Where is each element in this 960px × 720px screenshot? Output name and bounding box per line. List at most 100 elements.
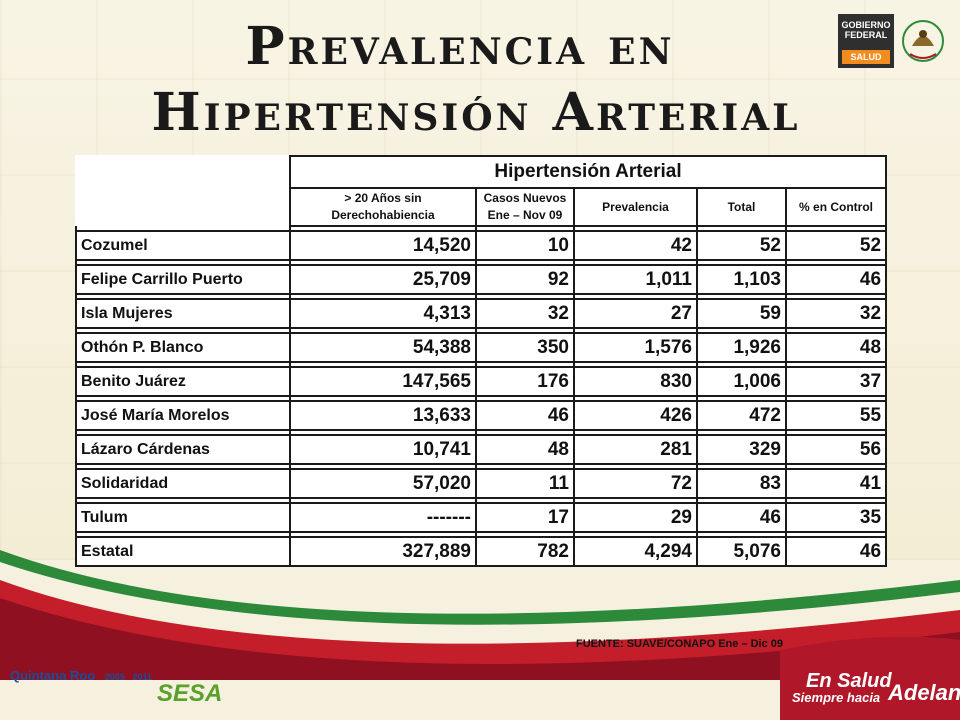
table-cell: 46 <box>475 400 575 431</box>
separator-cell <box>696 396 787 401</box>
table-cell: 48 <box>475 434 575 465</box>
quintana-roo-year-end: 2011 <box>132 672 153 682</box>
separator-cell <box>475 226 575 231</box>
separator-cell <box>573 498 698 503</box>
separator-cell <box>289 430 477 435</box>
separator-cell <box>696 260 787 265</box>
table-cell: 27 <box>573 298 698 329</box>
table-cell: 13,633 <box>289 400 477 431</box>
table-row: Lázaro Cárdenas 10,741 48 281 329 56 <box>75 434 888 465</box>
separator-cell <box>475 498 575 503</box>
en-salud-adelante-logo: En Salud Siempre hacia Adelante <box>788 664 960 714</box>
row-separator <box>75 464 888 469</box>
table-cell: 10 <box>475 230 575 261</box>
column-header: % en Control <box>784 187 888 227</box>
separator-cell <box>784 498 888 503</box>
separator-cell <box>573 226 698 231</box>
row-label: José María Morelos <box>75 400 291 431</box>
separator-cell <box>475 430 575 435</box>
table-cell: 17 <box>475 502 575 533</box>
table-cell: 59 <box>696 298 787 329</box>
table-cell: 281 <box>573 434 698 465</box>
table-cell: 11 <box>475 468 575 499</box>
separator-cell <box>75 260 291 265</box>
separator-cell <box>696 430 787 435</box>
logo-text-federal: FEDERAL <box>844 30 888 40</box>
row-separator <box>75 498 888 503</box>
separator-cell <box>784 226 888 231</box>
separator-cell <box>475 362 575 367</box>
separator-cell <box>289 396 477 401</box>
table-cell: 35 <box>784 502 888 533</box>
quintana-roo-logo: Quintana Roo 2005 2011 <box>10 668 152 683</box>
table-cell: 830 <box>573 366 698 397</box>
separator-cell <box>696 464 787 469</box>
separator-cell <box>696 362 787 367</box>
row-label: Isla Mujeres <box>75 298 291 329</box>
separator-cell <box>784 362 888 367</box>
table-corner-blank-2 <box>76 188 290 226</box>
table-cell: 56 <box>784 434 888 465</box>
mexican-eagle-icon <box>902 20 944 62</box>
separator-cell <box>475 328 575 333</box>
table-cell: 55 <box>784 400 888 431</box>
table-cell: 32 <box>784 298 888 329</box>
column-header: > 20 Años sin Derechohabiencia <box>289 187 477 227</box>
row-label: Solidaridad <box>75 468 291 499</box>
separator-cell <box>573 260 698 265</box>
table-cell: 72 <box>573 468 698 499</box>
hypertension-table: Hipertensión Arterial > 20 Años sin Dere… <box>75 155 888 567</box>
separator-cell <box>75 464 291 469</box>
separator-cell <box>573 362 698 367</box>
separator-cell <box>475 532 575 537</box>
separator-cell <box>289 226 477 231</box>
table-cell: 5,076 <box>696 536 787 567</box>
separator-cell <box>573 328 698 333</box>
table-cell: 46 <box>784 536 888 567</box>
quintana-roo-year-start: 2005 <box>104 672 125 682</box>
table-cell: 92 <box>475 264 575 295</box>
logo-text-siempre-hacia: Siempre hacia <box>792 690 881 705</box>
table-row: Benito Juárez 147,565 176 830 1,006 37 <box>75 366 888 397</box>
table-cell: 48 <box>784 332 888 363</box>
table-cell: 350 <box>475 332 575 363</box>
table-row: José María Morelos 13,633 46 426 472 55 <box>75 400 888 431</box>
table-cell: 782 <box>475 536 575 567</box>
separator-cell <box>696 532 787 537</box>
logo-text-en-salud: En Salud <box>806 670 892 692</box>
separator-cell <box>289 532 477 537</box>
row-separator <box>75 532 888 537</box>
table-title: Hipertensión Arterial <box>288 155 888 189</box>
table-cell: 472 <box>696 400 787 431</box>
table-cell: 327,889 <box>289 536 477 567</box>
row-separator <box>75 294 888 299</box>
separator-cell <box>784 464 888 469</box>
table-row: Solidaridad 57,020 11 72 83 41 <box>75 468 888 499</box>
table-cell: 52 <box>696 230 787 261</box>
row-separator <box>75 430 888 435</box>
logo-text-gobierno: GOBIERNO <box>841 20 891 30</box>
separator-cell <box>475 260 575 265</box>
separator-cell <box>289 498 477 503</box>
separator-cell <box>784 260 888 265</box>
separator-cell <box>573 294 698 299</box>
table-row: Tulum ------- 17 29 46 35 <box>75 502 888 533</box>
separator-cell <box>696 226 787 231</box>
separator-cell <box>75 396 291 401</box>
table-cell: 41 <box>784 468 888 499</box>
table-cell: 54,388 <box>289 332 477 363</box>
separator-cell <box>75 362 291 367</box>
row-separator <box>75 396 888 401</box>
table-cell: 14,520 <box>289 230 477 261</box>
gobierno-federal-logo: GOBIERNO FEDERAL SALUD <box>838 14 948 68</box>
logo-text-adelante: Adelante <box>888 680 960 705</box>
separator-cell <box>289 362 477 367</box>
table-cell: 52 <box>784 230 888 261</box>
column-header: Total <box>696 187 787 227</box>
table-row: Cozumel 14,520 10 42 52 52 <box>75 230 888 261</box>
separator-cell <box>696 498 787 503</box>
row-label: Othón P. Blanco <box>75 332 291 363</box>
table-body: Cozumel 14,520 10 42 52 52 Felipe Carrillo Pue… <box>75 226 888 567</box>
table-cell: 42 <box>573 230 698 261</box>
separator-cell <box>784 430 888 435</box>
